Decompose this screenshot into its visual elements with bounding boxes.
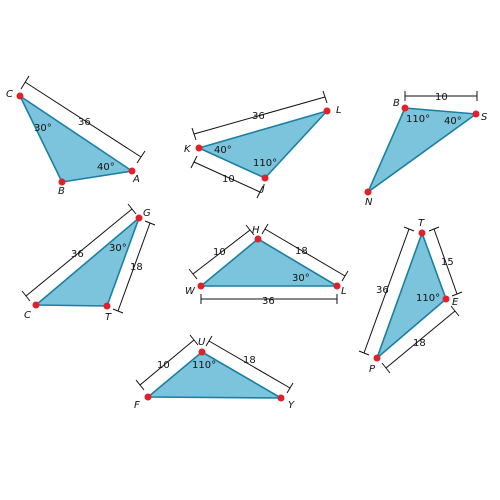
dimension-line-wl <box>200 294 338 304</box>
side-length-kl: 36 <box>252 111 265 122</box>
vertex-label-j: J <box>260 183 265 194</box>
vertex-label-c: C <box>6 89 13 100</box>
vertex-u-point <box>198 348 206 356</box>
dimension-line-gt <box>112 220 156 314</box>
vertex-label-f: F <box>134 400 140 411</box>
dimension-line-te <box>428 226 463 297</box>
angle-j: 110° <box>253 158 277 169</box>
vertex-label-k: K <box>184 144 192 155</box>
vertex-a-point <box>128 167 136 175</box>
vertex-label-c: C <box>24 310 31 321</box>
side-length-uy: 18 <box>243 355 256 366</box>
side-length-ca: 36 <box>78 117 91 128</box>
triangle-tep: T E P 36 15 18 110° <box>358 218 463 375</box>
angle-b: 110° <box>406 114 430 125</box>
vertex-k-point <box>195 144 203 152</box>
side-length-bs: 10 <box>435 92 448 103</box>
vertex-label-n: N <box>365 197 373 208</box>
vertex-c-point <box>32 301 40 309</box>
vertex-y-point <box>277 394 285 402</box>
vertex-w-point <box>197 282 205 290</box>
dimension-line-fu <box>135 334 199 391</box>
vertex-label-g: G <box>143 208 151 219</box>
vertex-label-s: S <box>481 112 488 123</box>
vertex-label-p: P <box>369 364 376 375</box>
dimension-line-kj <box>190 155 264 199</box>
vertex-label-a: A <box>132 174 140 185</box>
triangle-bsn-shape <box>367 107 477 193</box>
triangle-bsn: B S N 10 110° 40° <box>364 91 488 208</box>
vertex-t-point <box>103 302 111 310</box>
vertex-label-e: E <box>452 297 459 308</box>
vertex-label-w: W <box>185 286 196 297</box>
angle-k: 40° <box>214 145 232 156</box>
side-length-te: 15 <box>441 257 454 268</box>
vertex-t-point <box>418 229 426 237</box>
vertex-label-u: U <box>198 337 206 348</box>
side-length-gt: 18 <box>130 262 143 273</box>
triangle-gct-shape <box>35 217 140 307</box>
vertex-label-l: L <box>336 105 342 116</box>
triangle-gct: G C T 36 18 30° <box>21 203 156 323</box>
vertex-label-t: T <box>418 218 425 229</box>
side-length-wl: 36 <box>262 296 275 307</box>
vertex-b-point <box>401 104 409 112</box>
vertex-f-point <box>144 393 152 401</box>
vertex-s-point <box>472 110 480 118</box>
vertex-label-b: B <box>58 186 65 197</box>
triangle-cba-shape <box>19 95 133 183</box>
side-length-cg: 36 <box>71 249 84 260</box>
dimension-line-kl <box>191 90 328 141</box>
angle-l: 30° <box>292 273 310 284</box>
angle-c: 30° <box>34 123 52 134</box>
vertex-label-b: B <box>393 98 400 109</box>
angle-a: 40° <box>97 162 115 173</box>
side-length-pt: 36 <box>376 285 389 296</box>
vertex-label-t: T <box>105 312 112 323</box>
vertex-label-l: L <box>341 286 347 297</box>
triangle-hwl-shape <box>200 238 338 287</box>
angle-u: 110° <box>192 360 216 371</box>
dimension-line-ep <box>381 305 460 374</box>
side-length-fu: 10 <box>157 360 170 371</box>
vertex-l-point <box>323 107 331 115</box>
triangle-cba: C B A 36 30° 40° <box>6 75 146 197</box>
triangle-ufy-shape <box>147 351 282 399</box>
vertex-c-point <box>16 92 24 100</box>
vertex-j-point <box>261 174 269 182</box>
angle-e: 110° <box>416 293 440 304</box>
vertex-e-point <box>442 295 450 303</box>
dimension-line-wh <box>188 224 255 280</box>
side-length-hl: 18 <box>295 246 308 257</box>
vertex-n-point <box>364 188 372 196</box>
triangle-kjl: K J L 36 10 40° 110° <box>184 90 342 199</box>
dimension-line-uy <box>205 335 294 394</box>
dimension-line-bs <box>404 91 478 101</box>
vertex-h-point <box>254 235 262 243</box>
vertex-p-point <box>373 354 381 362</box>
vertex-label-y: Y <box>288 400 295 411</box>
dimension-line-cg <box>21 203 137 302</box>
triangle-tep-shape <box>376 232 447 359</box>
triangle-hwl: H W L 10 18 36 30° <box>185 223 349 307</box>
dimension-line-ca <box>20 75 146 164</box>
angle-s: 40° <box>444 116 462 127</box>
side-length-ep: 18 <box>413 338 426 349</box>
triangle-ufy: U F Y 10 18 110° <box>134 334 295 411</box>
side-length-kj: 10 <box>222 174 235 185</box>
dimension-line-pt <box>358 226 415 356</box>
vertex-b-point <box>58 178 66 186</box>
side-length-wh: 10 <box>213 247 226 258</box>
vertex-l-point <box>333 282 341 290</box>
angle-g: 30° <box>109 243 127 254</box>
vertex-g-point <box>135 214 143 222</box>
vertex-label-h: H <box>252 225 260 236</box>
triangle-kjl-shape <box>198 110 328 179</box>
dimension-line-hl <box>261 223 349 282</box>
